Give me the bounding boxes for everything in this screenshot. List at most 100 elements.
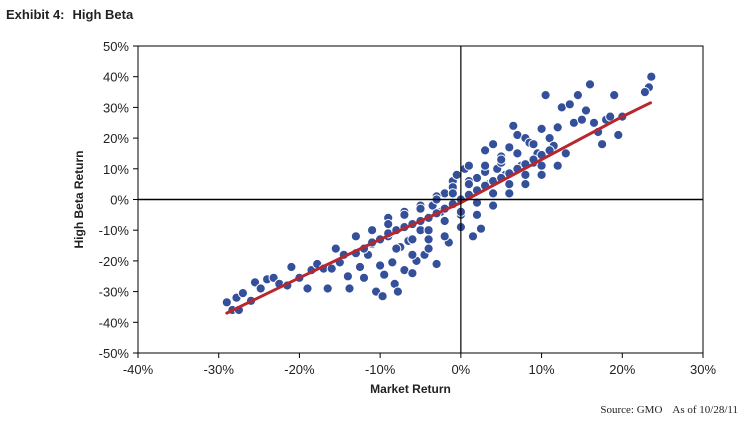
as-of-date: As of 10/28/11 [672, 404, 738, 416]
data-point [504, 142, 515, 153]
y-tick-label: -20% [99, 254, 130, 269]
data-point [383, 219, 394, 230]
data-point [646, 71, 657, 82]
y-tick-label: 30% [103, 100, 129, 115]
data-point [463, 160, 474, 171]
tick-labels: -40% -30% -20% -10% 0% 10% 20% 30% 50% 40% 30% 20% 1… [99, 39, 717, 377]
data-point [496, 154, 507, 165]
y-tick-label: 40% [103, 70, 129, 85]
data-point [520, 179, 531, 190]
source-text: Source: GMO [600, 404, 663, 416]
data-point [423, 234, 434, 245]
data-point [536, 169, 547, 180]
data-point [221, 297, 232, 308]
data-point [415, 203, 426, 214]
data-point [536, 123, 547, 134]
x-tick-label: -20% [284, 362, 315, 377]
y-tick-label: -50% [99, 346, 130, 361]
data-point [597, 139, 608, 150]
y-tick-label: 10% [103, 162, 129, 177]
x-tick-label: -40% [123, 362, 154, 377]
data-point [609, 90, 620, 101]
data-point [552, 122, 563, 133]
data-point [322, 283, 333, 294]
data-point [375, 260, 386, 271]
data-point [580, 105, 592, 116]
data-point [377, 291, 388, 302]
data-point [504, 179, 515, 190]
data-point [560, 148, 571, 159]
data-point [504, 188, 515, 199]
data-point [391, 243, 402, 254]
data-point [423, 225, 434, 236]
data-point [407, 268, 418, 279]
data-point [588, 117, 600, 128]
data-point [520, 169, 531, 180]
data-point [439, 231, 450, 242]
x-tick-label: 20% [609, 362, 635, 377]
exhibit-label: Exhibit 4: [6, 7, 65, 22]
data-point [447, 188, 458, 199]
data-point [488, 200, 499, 211]
data-point [552, 160, 563, 171]
y-tick-label: 20% [103, 131, 129, 146]
y-tick-label: -30% [99, 285, 130, 300]
data-point [342, 271, 353, 282]
source-note: Source: GMO As of 10/28/11 [600, 404, 738, 416]
data-point [451, 169, 462, 180]
x-tick-label: -30% [204, 362, 235, 377]
data-point [423, 243, 434, 254]
data-point [613, 129, 624, 141]
data-point [528, 139, 539, 150]
data-point [330, 243, 341, 254]
data-point [605, 111, 616, 122]
data-points [221, 71, 657, 316]
data-point [540, 90, 551, 101]
data-point [367, 225, 378, 236]
data-point [471, 209, 483, 220]
x-tick-label: 10% [529, 362, 555, 377]
data-point [544, 133, 555, 144]
chart-title: Exhibit 4: High Beta [6, 7, 133, 22]
data-point [399, 209, 410, 220]
data-point [431, 258, 442, 270]
data-point [255, 283, 266, 294]
data-point [584, 79, 596, 90]
data-point [572, 90, 584, 101]
data-point [350, 231, 361, 242]
data-point [463, 179, 474, 190]
x-tick-label: 30% [690, 362, 716, 377]
data-point [488, 188, 499, 199]
data-point [480, 145, 491, 156]
data-point [488, 139, 499, 150]
data-point [407, 249, 418, 260]
data-point [354, 261, 366, 273]
data-point [387, 257, 398, 268]
y-tick-label: 50% [103, 39, 129, 54]
x-tick-label: -10% [365, 362, 396, 377]
y-tick-label: -40% [99, 315, 130, 330]
data-point [576, 114, 588, 125]
data-point [564, 99, 575, 110]
y-axis-title: High Beta Return [72, 150, 86, 248]
data-point [344, 283, 355, 294]
data-point [407, 234, 418, 245]
exhibit-title: High Beta [72, 7, 134, 22]
data-point [467, 231, 479, 242]
data-point [379, 269, 390, 280]
data-point [286, 261, 297, 273]
data-point [237, 288, 248, 299]
x-tick-label: 0% [451, 362, 470, 377]
data-point [302, 283, 313, 294]
data-point [639, 87, 651, 98]
data-point [358, 272, 370, 283]
data-point [480, 160, 491, 171]
y-tick-label: 0% [110, 193, 129, 208]
data-point [512, 148, 523, 159]
data-point [475, 223, 487, 234]
data-point [439, 215, 450, 227]
x-axis-title: Market Return [370, 382, 451, 396]
data-point [392, 286, 403, 297]
y-tick-label: -10% [99, 223, 130, 238]
